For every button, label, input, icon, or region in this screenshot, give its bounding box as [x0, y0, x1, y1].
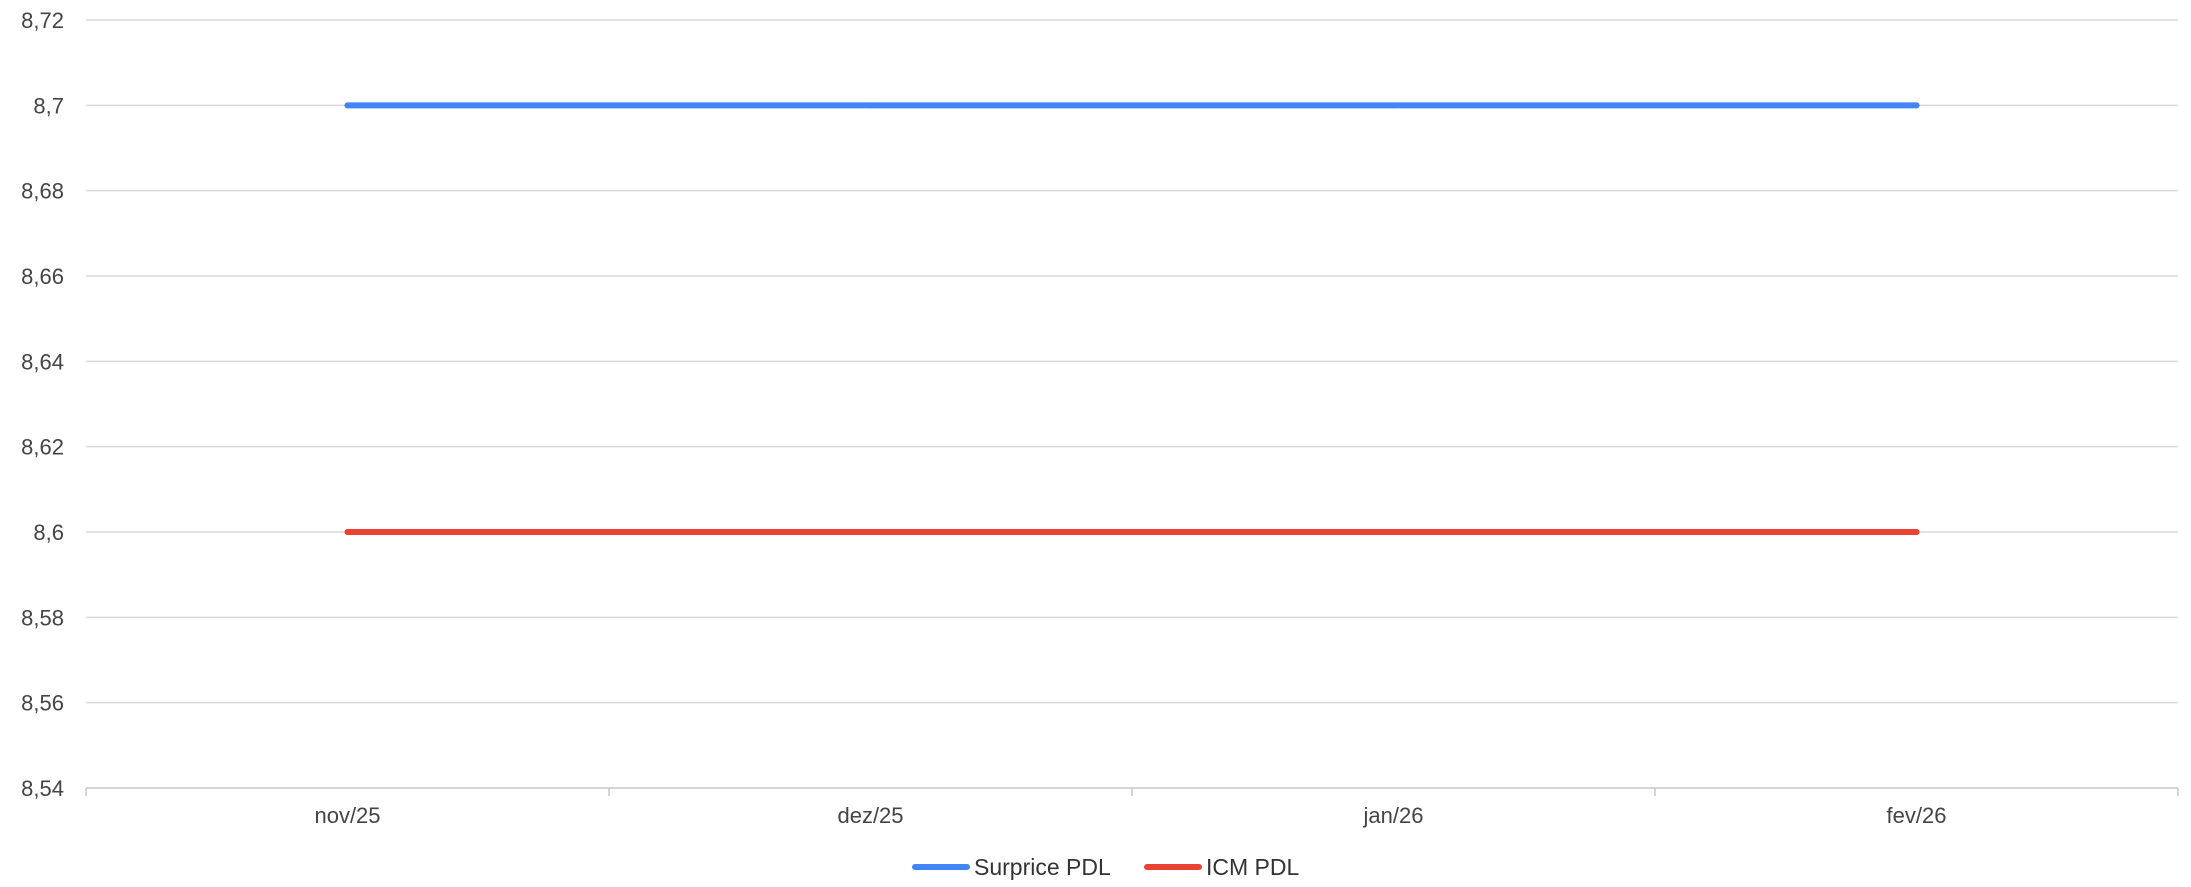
legend[interactable]: Surprice PDL ICM PDL	[912, 854, 1300, 880]
series-lines	[344, 102, 1920, 535]
x-tick-label: dez/25	[837, 803, 903, 828]
x-axis: nov/25 dez/25 jan/26 fev/26	[85, 787, 2179, 828]
y-axis-ticks: 8,54 8,56 8,58 8,6 8,62 8,64 8,66 8,68 8,7 8,72	[21, 8, 64, 801]
data-point[interactable]	[1390, 529, 1397, 535]
data-point[interactable]	[344, 102, 351, 109]
y-tick-label: 8,56	[21, 691, 64, 716]
y-tick-label: 8,68	[21, 179, 64, 204]
legend-label[interactable]: ICM PDL	[1206, 854, 1300, 880]
y-tick-label: 8,54	[21, 776, 64, 801]
gridlines	[86, 19, 2178, 704]
x-tick-label: fev/26	[1887, 803, 1947, 828]
data-point[interactable]	[867, 102, 874, 109]
data-point[interactable]	[1913, 529, 1920, 535]
y-tick-label: 8,58	[21, 605, 64, 630]
data-point[interactable]	[1913, 102, 1920, 109]
y-tick-label: 8,6	[33, 520, 64, 545]
y-tick-label: 8,7	[33, 93, 64, 118]
data-point[interactable]	[867, 529, 874, 535]
data-point[interactable]	[344, 529, 351, 535]
y-tick-label: 8,72	[21, 8, 64, 33]
x-tick-label: jan/26	[1363, 803, 1424, 828]
x-tick-label: nov/25	[314, 803, 380, 828]
data-point[interactable]	[1390, 102, 1397, 109]
y-tick-label: 8,64	[21, 349, 64, 374]
y-tick-label: 8,66	[21, 264, 64, 289]
y-tick-label: 8,62	[21, 435, 64, 460]
legend-label[interactable]: Surprice PDL	[974, 854, 1111, 880]
